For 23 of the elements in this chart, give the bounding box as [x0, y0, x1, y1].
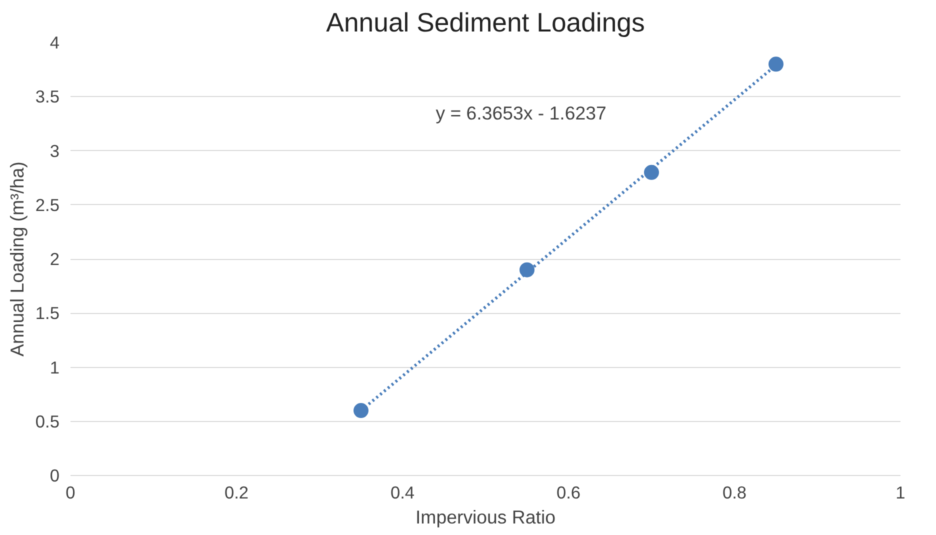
annotation: y = 6.3653x - 1.6237 [436, 102, 606, 124]
x-axis-title: Impervious Ratio [416, 506, 556, 528]
x-tick-label: 0 [66, 482, 76, 502]
x-tick-label: 0.6 [556, 482, 581, 502]
y-tick-label: 1.5 [35, 303, 60, 324]
y-axis-title: Annual Loading (m³/ha) [6, 162, 28, 356]
y-tick-label: 0 [50, 466, 60, 486]
x-tick-label: 1 [896, 482, 906, 502]
point [354, 403, 368, 418]
x-tick-label: 0.4 [390, 482, 415, 502]
y-tick-label: 3.5 [35, 86, 60, 107]
y-tick-label: 2.5 [35, 194, 60, 215]
x-tick-label: 0.2 [224, 482, 249, 502]
y-tick-label: 0.5 [35, 411, 60, 432]
y-tick-label: 1 [50, 357, 60, 378]
y-tick-label: 2 [50, 249, 60, 269]
chart-title: Annual Sediment Loadings [326, 8, 645, 38]
point [520, 262, 534, 278]
y-tick-label: 3 [50, 140, 60, 161]
x-tick-label: 0.8 [722, 482, 747, 502]
point [644, 164, 659, 180]
y-tick-label: 4 [50, 32, 60, 52]
point [768, 56, 784, 72]
